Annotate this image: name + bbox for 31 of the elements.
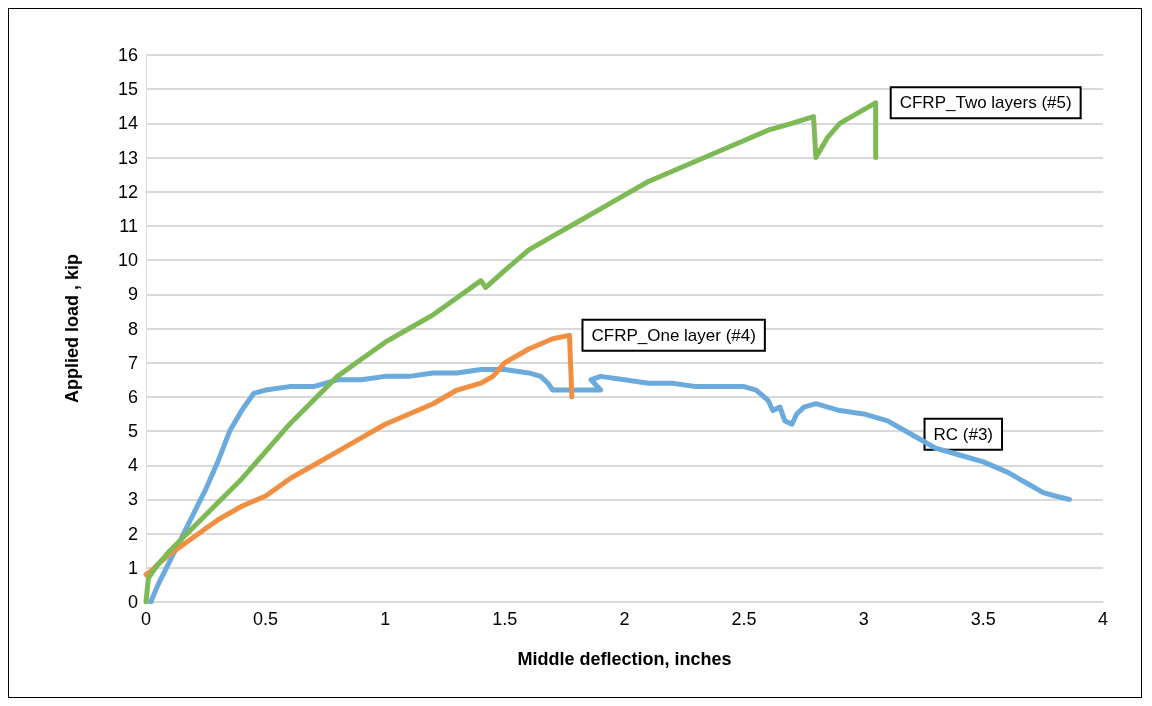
y-tick-label: 12	[117, 181, 138, 202]
x-tick-label: 3.5	[970, 609, 996, 629]
y-tick-label: 11	[119, 215, 138, 236]
x-tick-label: 4	[1097, 609, 1109, 629]
y-tick-label: 5	[127, 421, 138, 442]
series-label: RC (#3)	[933, 424, 994, 444]
x-tick-label: 2.5	[731, 609, 757, 629]
y-tick-label: 15	[117, 79, 138, 100]
y-tick-label: 1	[127, 557, 138, 578]
y-tick-label: 4	[127, 455, 138, 476]
y-tick-label: 10	[117, 250, 138, 271]
x-tick-label: 3	[858, 609, 869, 629]
y-tick-label: 3	[127, 489, 138, 510]
series-label: CFRP_One layer (#4)	[591, 325, 756, 345]
y-tick-label: 8	[127, 318, 138, 339]
x-tick-label: 1.5	[492, 609, 518, 629]
y-tick-label: 7	[127, 352, 138, 373]
x-tick-label: 2	[619, 609, 630, 629]
x-tick-label: 1	[380, 609, 391, 629]
x-tick-label: 0	[140, 609, 152, 629]
y-tick-label: 13	[117, 147, 138, 168]
y-tick-label: 0	[127, 592, 138, 612]
y-tick-label: 14	[117, 113, 138, 134]
y-axis-title: Applied load , kip	[62, 253, 82, 404]
series-label: CFRP_Two layers (#5)	[899, 93, 1072, 113]
x-tick-label: 0.5	[253, 609, 279, 629]
y-tick-label: 6	[127, 386, 138, 407]
y-tick-label: 16	[117, 45, 138, 65]
y-tick-label: 9	[127, 284, 138, 305]
x-axis-title: Middle deflection, inches	[517, 649, 732, 669]
y-tick-label: 2	[127, 523, 138, 544]
